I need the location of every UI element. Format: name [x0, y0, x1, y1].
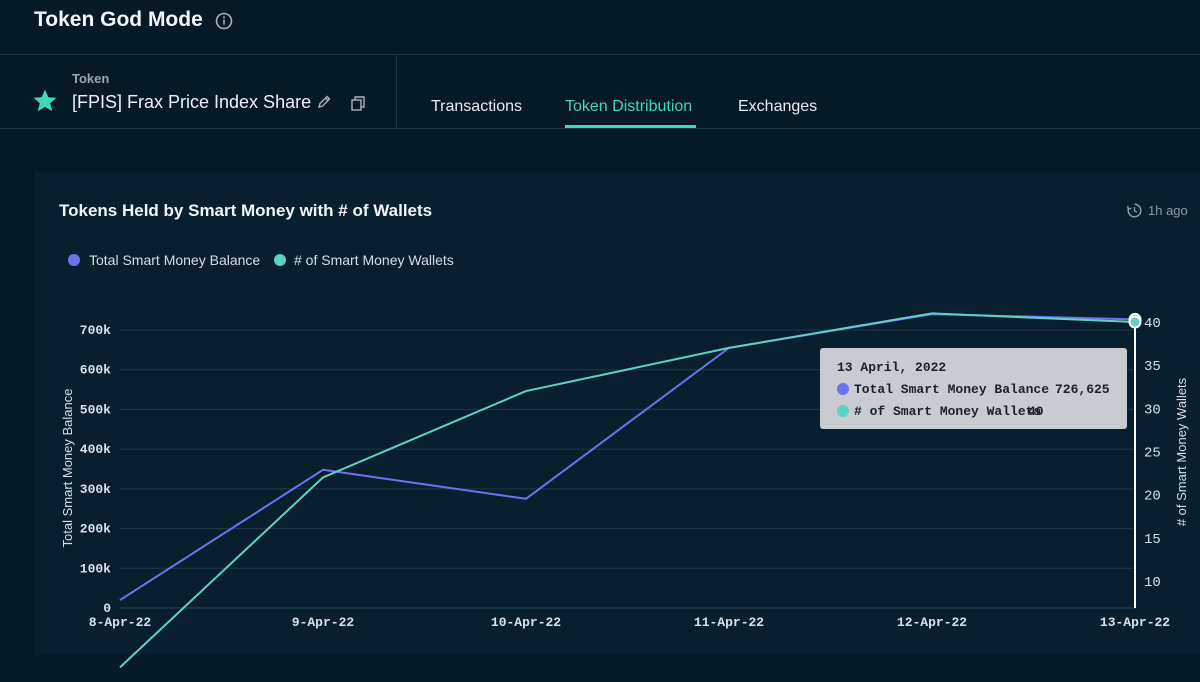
- refresh-clock-icon[interactable]: [1127, 203, 1142, 218]
- wallets-series-line: [119, 312, 1136, 669]
- tooltip-balance-name: Total Smart Money Balance: [854, 382, 1050, 397]
- y-tick-label: 300k: [80, 482, 111, 497]
- tooltip-date: 13 April, 2022: [837, 360, 947, 375]
- x-tick-label: 8-Apr-22: [89, 615, 152, 630]
- y-tick-label: 600k: [80, 363, 111, 378]
- tab-token-distribution[interactable]: Token Distribution: [565, 98, 693, 115]
- y2-axis-title: # of Smart Money Wallets: [1174, 377, 1189, 526]
- y2-tick-label: 30: [1144, 402, 1161, 418]
- token-name: [FPIS] Frax Price Index Share: [72, 92, 312, 112]
- y-tick-label: 100k: [80, 561, 111, 576]
- y2-tick-label: 25: [1144, 446, 1161, 462]
- tooltip-balance-value: 726,625: [1055, 382, 1110, 397]
- tooltip-wallets-value: 40: [1028, 404, 1044, 419]
- top-bar: Token God Mode: [0, 0, 1200, 55]
- token-row: Token [FPIS] Frax Price Index Share Tran…: [0, 55, 1200, 129]
- y-tick-label: 0: [103, 601, 111, 616]
- tooltip-balance-dot: [837, 383, 849, 395]
- y-tick-label: 700k: [80, 323, 111, 338]
- x-tick-label: 13-Apr-22: [1100, 615, 1170, 630]
- x-tick-label: 11-Apr-22: [694, 615, 764, 630]
- legend-wallets-dot: [274, 254, 286, 266]
- legend-balance-dot: [68, 254, 80, 266]
- y-tick-label: 500k: [80, 402, 111, 417]
- legend-wallets-label[interactable]: # of Smart Money Wallets: [294, 252, 454, 268]
- page-title: Token God Mode: [34, 8, 203, 31]
- star-icon[interactable]: [32, 88, 58, 114]
- y2-tick-label: 15: [1144, 532, 1161, 548]
- y-tick-label: 400k: [80, 442, 111, 457]
- token-label: Token: [72, 71, 110, 86]
- y-tick-label: 200k: [80, 522, 111, 537]
- tooltip-wallets-name: # of Smart Money Wallets: [854, 404, 1042, 419]
- wallets-hover-marker: [1128, 315, 1142, 329]
- tab-exchanges[interactable]: Exchanges: [738, 98, 818, 115]
- chart-title: Tokens Held by Smart Money with # of Wal…: [59, 201, 433, 220]
- legend-balance-label[interactable]: Total Smart Money Balance: [89, 252, 261, 268]
- tab-transactions[interactable]: Transactions: [431, 98, 522, 115]
- y2-tick-label: 40: [1144, 316, 1161, 332]
- chart-tooltip: 13 April, 2022 Total Smart Money Balance…: [820, 348, 1127, 429]
- info-icon[interactable]: [215, 12, 233, 30]
- active-tab-indicator: [565, 125, 696, 128]
- token-selector: Token [FPIS] Frax Price Index Share: [0, 55, 397, 128]
- copy-icon[interactable]: [351, 96, 366, 111]
- x-tick-label: 10-Apr-22: [491, 615, 561, 630]
- pencil-icon[interactable]: [316, 94, 332, 110]
- x-tick-label: 9-Apr-22: [292, 615, 355, 630]
- last-updated: 1h ago: [1148, 203, 1188, 218]
- y-axis-title: Total Smart Money Balance: [60, 389, 75, 548]
- y2-tick-label: 10: [1144, 575, 1161, 591]
- x-tick-label: 12-Apr-22: [897, 615, 967, 630]
- y2-tick-label: 35: [1144, 359, 1161, 375]
- tooltip-wallets-dot: [837, 405, 849, 417]
- y2-tick-label: 20: [1144, 489, 1161, 505]
